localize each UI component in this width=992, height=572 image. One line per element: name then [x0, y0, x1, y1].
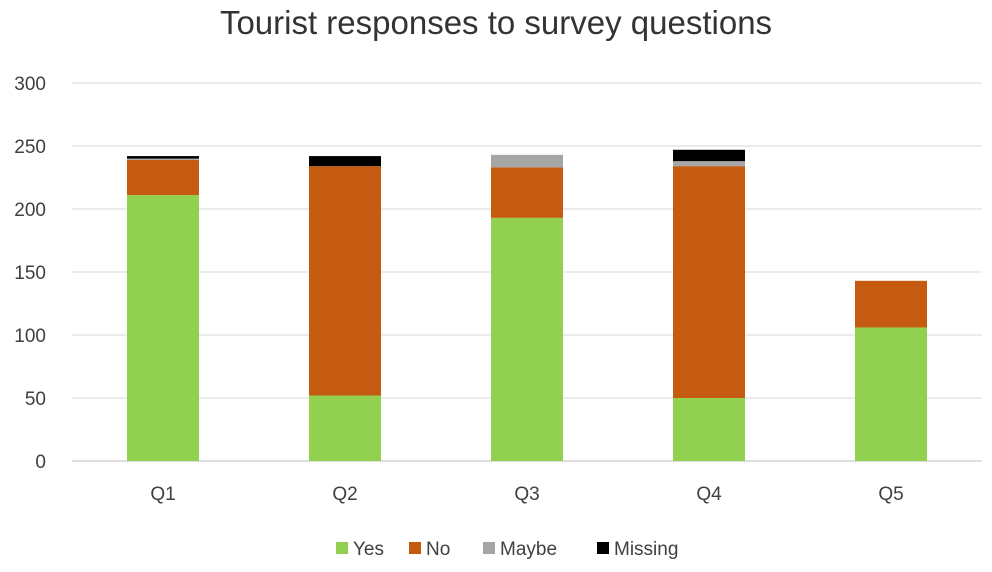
bar-yes-q4: [673, 398, 745, 461]
legend: Yes No Maybe Missing: [336, 539, 678, 560]
x-tick-label: Q1: [150, 484, 175, 505]
legend-swatch-maybe: [483, 542, 495, 554]
bars: [127, 149, 927, 461]
y-tick-label: 300: [14, 74, 46, 95]
x-tick-label: Q2: [332, 484, 357, 505]
bar-no-q1: [127, 159, 199, 196]
bar-no-q2: [309, 166, 381, 396]
x-axis-tick-labels: Q1 Q2 Q3 Q4 Q5: [150, 484, 903, 505]
legend-label-yes: Yes: [353, 539, 384, 560]
bar-missing-q4: [673, 149, 745, 162]
bar-yes-q1: [127, 195, 199, 461]
bar-yes-q5: [855, 327, 927, 461]
bar-no-q3: [491, 167, 563, 218]
bar-no-q4: [673, 166, 745, 398]
bar-maybe-q1: [127, 158, 199, 160]
legend-swatch-no: [409, 542, 421, 554]
chart-title: Tourist responses to survey questions: [219, 4, 773, 41]
bar-missing-q2: [309, 156, 381, 167]
y-tick-label: 250: [14, 137, 46, 158]
legend-label-maybe: Maybe: [500, 539, 557, 560]
x-tick-label: Q5: [878, 484, 903, 505]
legend-swatch-missing: [597, 542, 609, 554]
x-tick-label: Q4: [696, 484, 722, 505]
legend-label-missing: Missing: [614, 539, 678, 560]
y-tick-label: 100: [14, 326, 46, 347]
legend-swatch-yes: [336, 542, 348, 554]
y-tick-label: 0: [35, 452, 46, 473]
bar-maybe-q3: [491, 154, 563, 168]
y-axis-tick-labels: 0 50 100 150 200 250 300: [14, 74, 46, 473]
bar-maybe-q4: [673, 161, 745, 167]
x-tick-label: Q3: [514, 484, 539, 505]
bar-yes-q3: [491, 217, 563, 461]
bar-missing-q1: [127, 156, 199, 159]
bar-yes-q2: [309, 395, 381, 461]
y-tick-label: 150: [14, 263, 46, 284]
y-tick-label: 50: [25, 389, 46, 410]
legend-label-no: No: [426, 539, 450, 560]
bar-no-q5: [855, 280, 927, 328]
y-tick-label: 200: [14, 200, 46, 221]
